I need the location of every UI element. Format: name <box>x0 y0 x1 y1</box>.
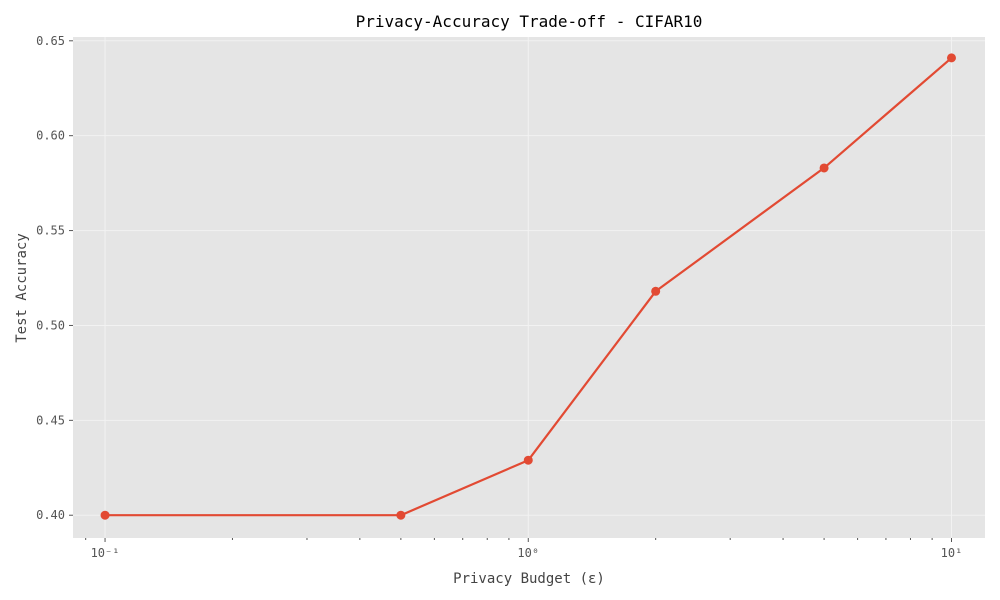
y-tick-label: 0.40 <box>36 508 65 522</box>
data-point <box>819 163 829 173</box>
series-line <box>105 57 953 517</box>
data-point <box>946 53 956 63</box>
chart-title: Privacy-Accuracy Trade-off - CIFAR10 <box>356 12 703 31</box>
ticks: 0.40 0.45 0.50 0.55 0.60 0.65 10⁻¹ 10⁰ 10¹ <box>36 34 962 560</box>
data-point <box>396 510 406 520</box>
x-tick-label: 10⁰ <box>517 546 539 560</box>
x-tick-label: 10⁻¹ <box>91 546 120 560</box>
y-tick-label: 0.50 <box>36 318 65 332</box>
data-point <box>651 286 661 296</box>
series <box>100 53 956 520</box>
x-axis-label: Privacy Budget (ε) <box>453 571 605 587</box>
y-axis-label: Test Accuracy <box>14 233 30 343</box>
y-tick-label: 0.55 <box>36 224 65 238</box>
y-tick-label: 0.65 <box>36 34 65 48</box>
data-point <box>100 510 110 520</box>
x-tick-label: 10¹ <box>941 546 963 560</box>
data-point <box>523 455 533 465</box>
plot-area <box>73 37 985 538</box>
y-tick-label: 0.60 <box>36 129 65 143</box>
y-tick-label: 0.45 <box>36 413 65 427</box>
